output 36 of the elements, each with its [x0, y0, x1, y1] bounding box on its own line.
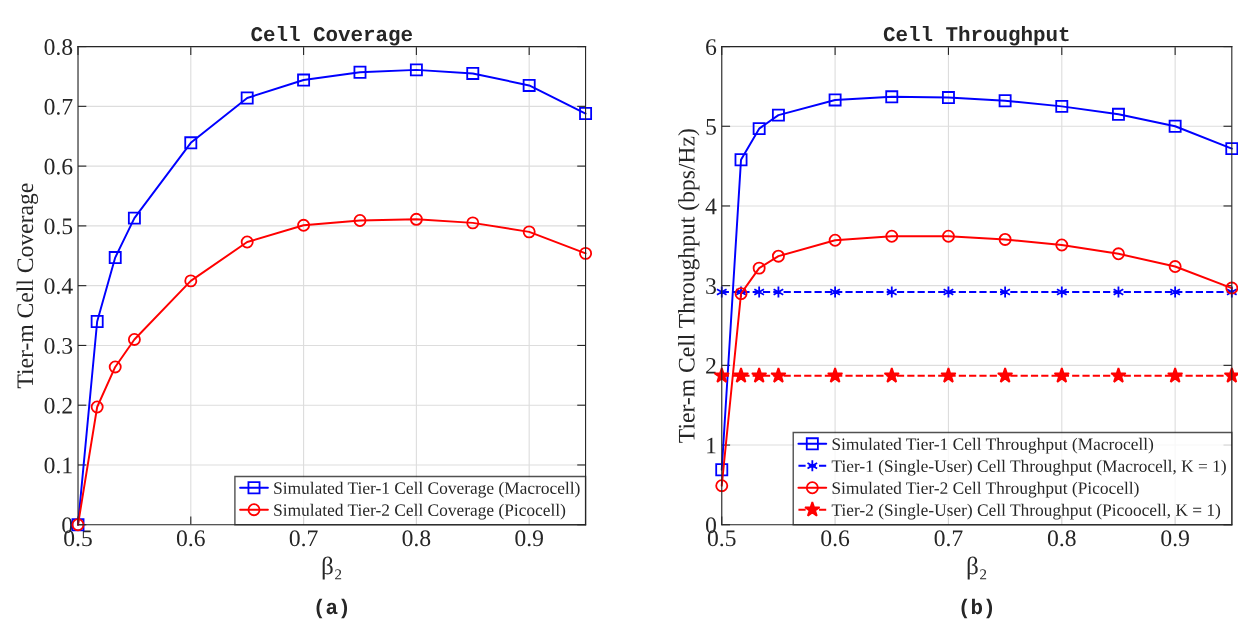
- x-tick-label: 0.8: [402, 530, 431, 547]
- x-tick-label: 0.7: [289, 530, 318, 547]
- x-tick-label: 0.9: [1161, 530, 1189, 547]
- x-tick-label: 0.9: [515, 530, 543, 547]
- x-tick-label: 0.8: [1047, 530, 1076, 547]
- y-tick-label: 4: [705, 198, 717, 215]
- y-tick-label: 0.4: [44, 278, 73, 295]
- y-tick-label: 0.2: [44, 397, 72, 414]
- y-tick-label: 0.3: [44, 337, 73, 354]
- y-tick-label: 2: [706, 357, 716, 374]
- text: (a): [316, 598, 348, 619]
- y-tick-label: 0.1: [44, 457, 72, 474]
- x-tick-label: 0.6: [821, 530, 850, 547]
- legend-label: Simulated Tier-2 Cell Throughput (Picocell): [832, 481, 1139, 498]
- y-tick-label: 0.7: [44, 98, 73, 115]
- y-axis-title: Tier-m Cell Throughput (bps/Hz): [678, 129, 700, 443]
- y-tick-label: 1: [707, 437, 716, 454]
- x-tick-label: 0.6: [176, 530, 205, 547]
- legend-label: Tier-1 (Single-User) Cell Throughput (Macrocell, K = 1): [831, 459, 1226, 476]
- y-tick-label: 5: [706, 119, 716, 135]
- legend-label: Simulated Tier-2 Cell Coverage (Picocell): [274, 503, 566, 520]
- legend-label: Simulated Tier-1 Cell Coverage (Macrocell): [274, 481, 580, 498]
- y-tick-label: 0.8: [44, 39, 73, 56]
- legend-label: Tier-2 (Single-User) Cell Throughput (Picoocell, K = 1): [831, 503, 1221, 520]
- y-tick-label: 0.6: [44, 158, 73, 175]
- text: (b): [961, 598, 993, 619]
- y-tick-label: 3: [706, 278, 716, 295]
- x-axis-title: β₂: [322, 556, 342, 580]
- chart-title: Cell Coverage: [251, 25, 413, 46]
- y-tick-label: 6: [706, 39, 717, 55]
- y-tick-label: 0.5: [44, 218, 73, 235]
- x-tick-label: 0.7: [934, 530, 963, 547]
- x-axis-title: β₂: [967, 556, 987, 580]
- legend-label: Simulated Tier-1 Cell Throughput (Macrocell): [832, 437, 1154, 454]
- chart-title: Cell Throughput: [883, 25, 1069, 46]
- y-axis-title: Tier-m Cell Coverage: [16, 183, 39, 389]
